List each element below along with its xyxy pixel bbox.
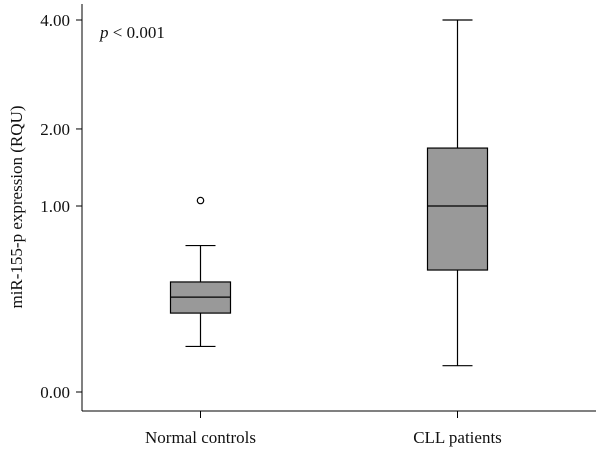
x-tick-label: Normal controls: [145, 428, 256, 447]
p-value-annotation: p < 0.001: [99, 23, 165, 42]
x-tick-label: CLL patients: [413, 428, 502, 447]
y-tick-label: 2.00: [40, 120, 70, 139]
p-value-text: < 0.001: [109, 23, 165, 42]
box-group-2: [426, 19, 489, 367]
plot-frame: [81, 4, 596, 412]
y-axis-title: miR-155-p expression (RQU): [7, 105, 26, 308]
x-ticks: Normal controls CLL patients: [145, 411, 502, 447]
y-tick-label: 1.00: [40, 197, 70, 216]
box-group-1: [169, 196, 232, 348]
y-tick-label: 4.00: [40, 11, 70, 30]
y-ticks: 0.00 1.00 2.00 4.00: [40, 11, 82, 402]
outlier-point: [196, 196, 205, 205]
y-tick-label: 0.00: [40, 383, 70, 402]
box-series: [169, 19, 489, 367]
p-value-symbol: p: [99, 23, 109, 42]
iqr-box: [426, 147, 489, 271]
